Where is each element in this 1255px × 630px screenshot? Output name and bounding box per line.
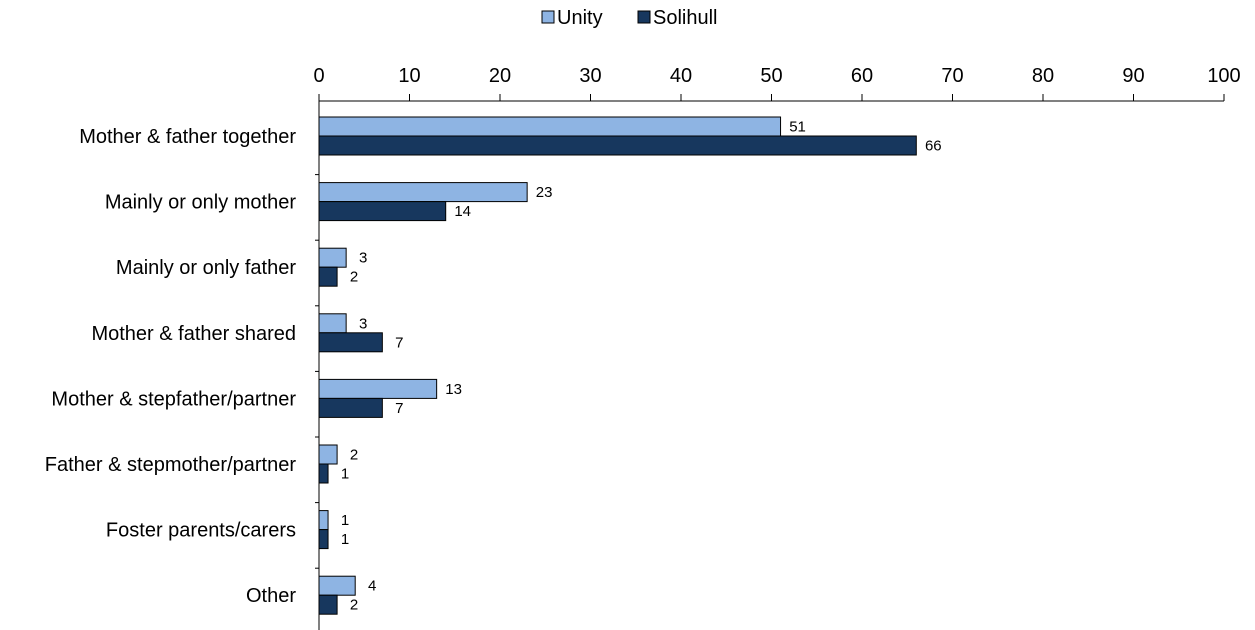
bar-solihull-foster-parents-carers	[318, 529, 329, 550]
data-label-unity-mother-and-father-together: 51	[789, 119, 806, 136]
bar-solihull-mainly-or-only-father	[318, 266, 338, 287]
bar-unity-father-and-stepmother-partner	[318, 444, 338, 465]
category-label-father-and-stepmother-partner: Father & stepmother/partner	[45, 454, 297, 476]
category-label-mainly-or-only-mother: Mainly or only mother	[105, 192, 297, 214]
legend-swatch-unity	[541, 10, 555, 24]
y-axis: Mother & father together Mainly or only m…	[45, 101, 320, 630]
data-label-solihull-other: 2	[350, 597, 358, 614]
bars	[318, 116, 917, 615]
data-label-unity-other: 4	[368, 578, 376, 595]
bar-unity-mother-and-stepfather-partner	[318, 378, 438, 399]
bar-solihull-mother-and-father-together	[318, 135, 917, 156]
x-tick-label: 10	[398, 65, 420, 87]
category-label-foster-parents-carers: Foster parents/carers	[106, 520, 296, 542]
bar-solihull-other	[318, 594, 338, 615]
category-label-other: Other	[246, 585, 296, 607]
x-tick-label: 20	[489, 65, 511, 87]
x-tick-label: 70	[941, 65, 963, 87]
data-label-solihull-mother-and-father-together: 66	[925, 138, 942, 155]
data-label-solihull-mainly-or-only-mother: 14	[454, 203, 471, 220]
bar-unity-mother-and-father-together	[318, 116, 782, 137]
data-label-solihull-father-and-stepmother-partner: 1	[341, 466, 349, 483]
legend-label-unity: Unity	[557, 7, 603, 29]
category-label-mother-and-father-shared: Mother & father shared	[91, 323, 296, 345]
data-label-unity-mother-and-father-shared: 3	[359, 315, 367, 332]
bar-solihull-father-and-stepmother-partner	[318, 463, 329, 484]
data-label-solihull-foster-parents-carers: 1	[341, 531, 349, 548]
category-label-mother-and-father-together: Mother & father together	[79, 126, 296, 148]
x-tick-label: 50	[760, 65, 782, 87]
bar-solihull-mainly-or-only-mother	[318, 201, 447, 222]
data-label-unity-mainly-or-only-father: 3	[359, 250, 367, 267]
x-tick-label: 80	[1032, 65, 1054, 87]
data-label-unity-mainly-or-only-mother: 23	[536, 184, 553, 201]
category-label-mainly-or-only-father: Mainly or only father	[116, 257, 296, 279]
data-label-solihull-mother-and-stepfather-partner: 7	[395, 400, 403, 417]
bar-solihull-mother-and-stepfather-partner	[318, 397, 383, 418]
data-label-solihull-mother-and-father-shared: 7	[395, 334, 403, 351]
x-tick-label: 30	[579, 65, 601, 87]
x-axis: 0 10 20 30 40 50 60 70 80 90 100	[313, 65, 1241, 102]
bar-unity-other	[318, 575, 356, 596]
category-label-mother-and-stepfather-partner: Mother & stepfather/partner	[51, 388, 296, 410]
data-label-solihull-mainly-or-only-father: 2	[350, 269, 358, 286]
data-label-unity-mother-and-stepfather-partner: 13	[445, 381, 462, 398]
bar-unity-foster-parents-carers	[318, 510, 329, 531]
x-tick-label: 40	[670, 65, 692, 87]
data-label-unity-foster-parents-carers: 1	[341, 512, 349, 529]
legend-label-solihull: Solihull	[653, 7, 717, 29]
data-label-unity-father-and-stepmother-partner: 2	[350, 447, 358, 464]
legend-swatch-solihull	[637, 10, 651, 24]
x-tick-label: 0	[313, 65, 324, 87]
x-tick-label: 100	[1207, 65, 1240, 87]
bar-unity-mainly-or-only-mother	[318, 182, 528, 203]
bar-solihull-mother-and-father-shared	[318, 332, 383, 353]
x-tick-label: 90	[1122, 65, 1144, 87]
bar-unity-mainly-or-only-father	[318, 247, 347, 268]
bar-unity-mother-and-father-shared	[318, 313, 347, 334]
legend: Unity Solihull	[541, 7, 717, 29]
x-tick-label: 60	[851, 65, 873, 87]
